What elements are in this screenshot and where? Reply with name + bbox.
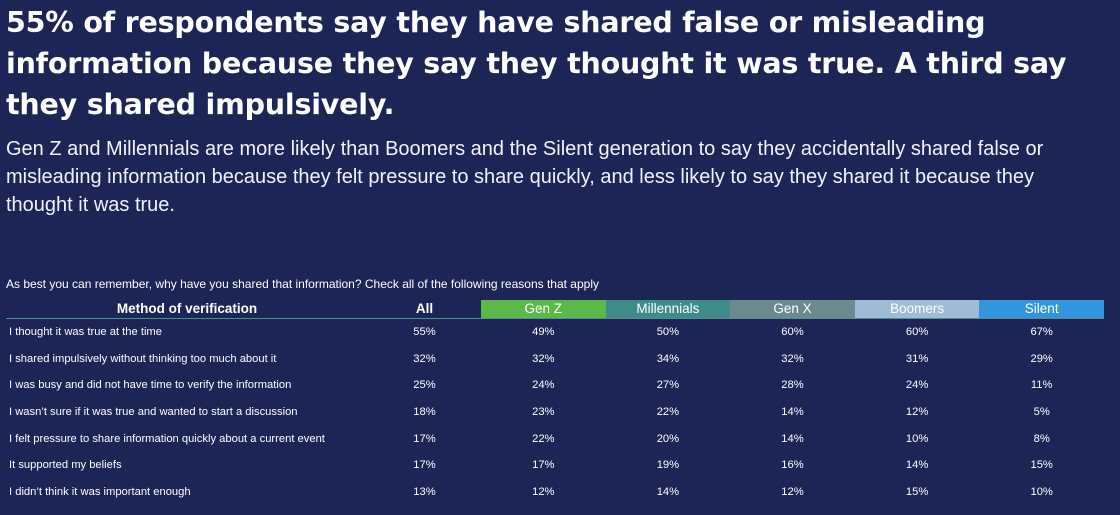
reason-label: I was busy and did not have time to veri… [9, 379, 292, 392]
value-millennials: 20% [656, 432, 680, 445]
value-all: 17% [413, 459, 436, 472]
value-gen-x: 12% [781, 485, 804, 498]
table-body: I thought it was true at the time 55% 49% 5… [6, 319, 1104, 506]
value-boomers: 15% [905, 485, 929, 498]
value-gen-x: 60% [781, 326, 804, 339]
table-row: I felt pressure to share information qui… [6, 425, 1104, 452]
survey-question: As best you can remember, why have you s… [6, 277, 599, 291]
subheadline: Gen Z and Millennials are more likely th… [6, 138, 1044, 216]
value-gen-x: 28% [781, 379, 804, 392]
value-gen-x: 14% [781, 406, 804, 419]
value-silent: 15% [1030, 459, 1053, 472]
header-all: All [368, 300, 481, 319]
header-gen-x: Gen X [730, 300, 855, 319]
table-row: I wasn’t sure if it was true and wanted … [6, 399, 1104, 426]
value-silent: 11% [1030, 379, 1053, 392]
reason-label: It supported my beliefs [9, 459, 122, 472]
value-silent: 67% [1030, 326, 1053, 339]
value-gen-x: 14% [781, 432, 804, 445]
value-gen-z: 23% [532, 406, 555, 419]
value-gen-z: 22% [532, 432, 555, 445]
value-millennials: 19% [656, 459, 680, 472]
value-silent: 10% [1030, 485, 1053, 498]
value-all: 18% [413, 406, 436, 419]
value-boomers: 31% [905, 352, 929, 365]
value-millennials: 50% [656, 326, 680, 339]
header-silent: Silent [979, 300, 1104, 319]
table-row: I didn’t think it was important enough 13… [6, 479, 1104, 506]
header-method: Method of verification [6, 300, 368, 319]
value-millennials: 27% [656, 379, 680, 392]
table-row: I thought it was true at the time 55% 49% 5… [6, 319, 1104, 346]
value-gen-z: 32% [532, 352, 555, 365]
value-gen-z: 24% [532, 379, 555, 392]
value-all: 55% [413, 326, 436, 339]
reason-label: I felt pressure to share information qui… [9, 432, 325, 445]
value-all: 25% [413, 379, 436, 392]
table-row: I was busy and did not have time to veri… [6, 372, 1104, 399]
value-gen-z: 49% [532, 326, 555, 339]
value-gen-z: 12% [532, 485, 555, 498]
value-millennials: 34% [656, 352, 680, 365]
value-silent: 29% [1030, 352, 1053, 365]
value-gen-x: 32% [781, 352, 804, 365]
value-all: 13% [413, 485, 436, 498]
headline: 55% of respondents say they have shared … [6, 6, 1067, 121]
value-millennials: 14% [656, 485, 680, 498]
value-boomers: 24% [905, 379, 929, 392]
results-table: Method of verification All Gen Z Millenn… [6, 300, 1104, 505]
value-all: 17% [413, 432, 436, 445]
value-boomers: 60% [905, 326, 929, 339]
table-header-row: Method of verification All Gen Z Millenn… [6, 300, 1104, 319]
value-silent: 8% [1033, 432, 1050, 445]
value-millennials: 22% [656, 406, 680, 419]
reason-label: I shared impulsively without thinking to… [9, 352, 277, 365]
value-silent: 5% [1033, 406, 1050, 419]
reason-label: I didn’t think it was important enough [9, 485, 191, 498]
value-all: 32% [413, 352, 436, 365]
header-boomers: Boomers [854, 300, 980, 319]
table-row: I shared impulsively without thinking to… [6, 346, 1104, 373]
table-row: It supported my beliefs 17% 17% 19% 16% 14% 15… [6, 452, 1104, 479]
value-boomers: 10% [905, 432, 929, 445]
value-gen-x: 16% [781, 459, 804, 472]
reason-label: I thought it was true at the time [9, 326, 162, 339]
header-gen-z: Gen Z [481, 300, 606, 319]
reason-label: I wasn’t sure if it was true and wanted … [9, 406, 298, 419]
value-gen-z: 17% [532, 459, 555, 472]
header-millennials: Millennials [605, 300, 731, 319]
value-boomers: 12% [905, 406, 929, 419]
value-boomers: 14% [905, 459, 929, 472]
